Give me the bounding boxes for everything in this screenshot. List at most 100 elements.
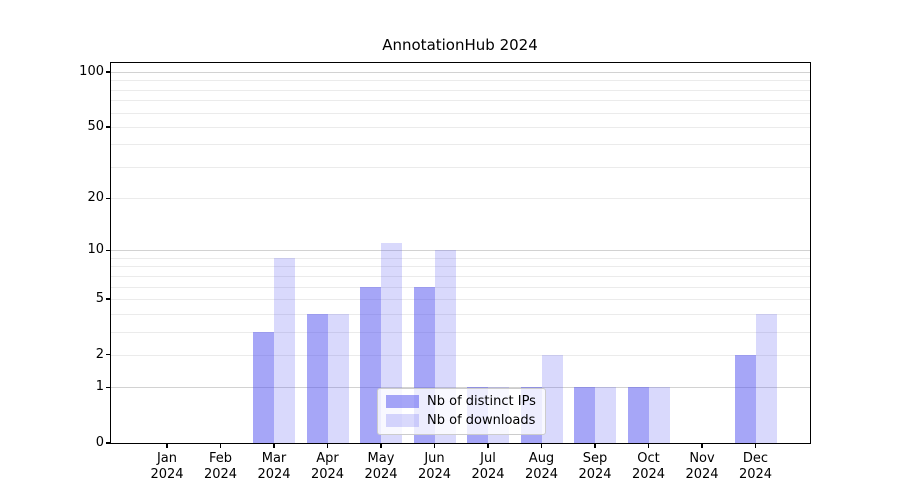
- legend-swatch-downloads: [386, 414, 419, 427]
- chart-title: AnnotationHub 2024: [382, 36, 538, 54]
- x-tick-label-line: 2024: [310, 466, 345, 482]
- x-tick-label-line: 2024: [203, 466, 238, 482]
- x-tick-label: Oct 2024: [607, 451, 691, 482]
- gridline-minor: [111, 313, 810, 315]
- legend: Nb of distinct IPs Nb of downloads: [377, 388, 546, 435]
- bar-dec-downloads: [755, 313, 777, 443]
- plot-area: Nb of distinct IPs Nb of downloads: [110, 62, 811, 444]
- y-tick-label: 50: [87, 118, 104, 134]
- x-tick: [273, 444, 275, 448]
- x-tick-label-line: Apr: [316, 451, 339, 466]
- gridline-minor: [111, 286, 810, 288]
- bar-aug-downloads: [541, 354, 563, 443]
- y-tick: [106, 126, 110, 128]
- gridline-minor: [111, 298, 810, 300]
- y-tick-label: 10: [87, 242, 104, 258]
- legend-label-distinct-ips: Nb of distinct IPs: [427, 394, 536, 409]
- x-tick-label-line: 2024: [578, 466, 612, 482]
- x-tick-label-line: 2024: [685, 466, 719, 482]
- x-tick-label: Jul 2024: [446, 451, 530, 482]
- gridline-minor: [111, 89, 810, 91]
- legend-item-downloads: Nb of downloads: [386, 413, 536, 428]
- y-tick-label: 100: [79, 64, 104, 80]
- x-tick-label: Feb 2024: [179, 451, 263, 482]
- bar-oct-distinct-ips: [627, 387, 649, 443]
- x-tick-label-line: Jul: [480, 451, 496, 466]
- x-tick-label-line: Feb: [208, 451, 233, 466]
- x-tick-label-line: 2024: [631, 466, 666, 482]
- bar-sep-downloads: [595, 387, 616, 443]
- x-tick-label: Apr 2024: [286, 451, 370, 482]
- x-tick-label: Aug 2024: [500, 451, 584, 482]
- gridline-major: [111, 387, 810, 389]
- gridline-minor: [111, 266, 810, 268]
- x-tick-label-line: 2024: [471, 466, 505, 482]
- x-tick-label-line: Aug: [528, 451, 555, 466]
- x-tick-label-line: 2024: [150, 466, 184, 482]
- x-tick: [487, 444, 489, 448]
- gridline-minor: [111, 354, 810, 356]
- gridline-major: [111, 250, 810, 252]
- x-tick: [540, 444, 543, 448]
- x-tick-label: Jun 2024: [393, 451, 477, 482]
- x-tick-label-line: 2024: [738, 466, 773, 482]
- gridline-minor: [111, 166, 810, 168]
- x-tick-label-line: 2024: [524, 466, 559, 482]
- x-tick-label-line: 2024: [257, 466, 291, 482]
- gridline-minor: [111, 331, 810, 333]
- gridline-minor: [111, 257, 810, 259]
- x-tick: [380, 444, 382, 448]
- y-tick-label: 2: [95, 346, 104, 362]
- y-tick: [106, 442, 110, 444]
- x-tick-label: Nov 2024: [660, 451, 744, 482]
- x-tick: [219, 444, 222, 448]
- y-tick-label: 5: [95, 290, 104, 306]
- y-tick: [106, 249, 110, 251]
- x-tick: [326, 444, 329, 448]
- gridline-minor: [111, 144, 810, 146]
- x-tick-label-line: 2024: [417, 466, 452, 482]
- x-tick-label: Jan 2024: [125, 451, 209, 482]
- y-tick: [106, 298, 110, 300]
- bar-sep-distinct-ips: [574, 387, 595, 443]
- x-tick: [754, 444, 757, 448]
- x-tick-label: Sep 2024: [553, 451, 637, 482]
- x-tick-label-line: Dec: [742, 451, 769, 466]
- y-tick-label: 20: [87, 190, 104, 206]
- x-tick-label: May 2024: [339, 451, 423, 482]
- x-tick-label-line: Jan: [156, 451, 178, 466]
- gridline-minor: [111, 126, 810, 128]
- gridline-minor: [111, 275, 810, 277]
- y-tick-label: 1: [95, 379, 104, 395]
- bar-mar-distinct-ips: [253, 331, 274, 443]
- legend-swatch-distinct-ips: [386, 395, 419, 408]
- x-tick-label-line: 2024: [364, 466, 398, 482]
- x-tick-label-line: May: [367, 451, 395, 466]
- bar-may-distinct-ips: [360, 286, 381, 443]
- x-tick-label-line: Oct: [637, 451, 660, 466]
- x-tick: [647, 444, 650, 448]
- legend-item-distinct-ips: Nb of distinct IPs: [386, 394, 536, 409]
- y-tick: [106, 386, 110, 388]
- bar-apr-downloads: [327, 313, 349, 443]
- y-tick-label: 0: [95, 435, 104, 450]
- gridline-major: [111, 72, 810, 74]
- x-tick-label-line: Jun: [424, 451, 445, 466]
- bar-mar-downloads: [274, 257, 295, 443]
- y-tick: [106, 71, 110, 73]
- x-tick-label-line: Mar: [261, 451, 287, 466]
- x-tick: [701, 444, 703, 448]
- x-tick: [433, 444, 436, 448]
- x-tick: [166, 444, 168, 448]
- bars-layer: [111, 63, 810, 443]
- gridline-minor: [111, 80, 810, 82]
- x-tick-label-line: Sep: [582, 451, 608, 466]
- gridline-minor: [111, 112, 810, 114]
- gridline-minor: [111, 198, 810, 200]
- x-tick-label: Mar 2024: [232, 451, 316, 482]
- x-tick-label: Dec 2024: [714, 451, 798, 482]
- bar-apr-distinct-ips: [306, 313, 328, 443]
- grid-layer: [111, 63, 810, 443]
- y-tick: [106, 197, 110, 199]
